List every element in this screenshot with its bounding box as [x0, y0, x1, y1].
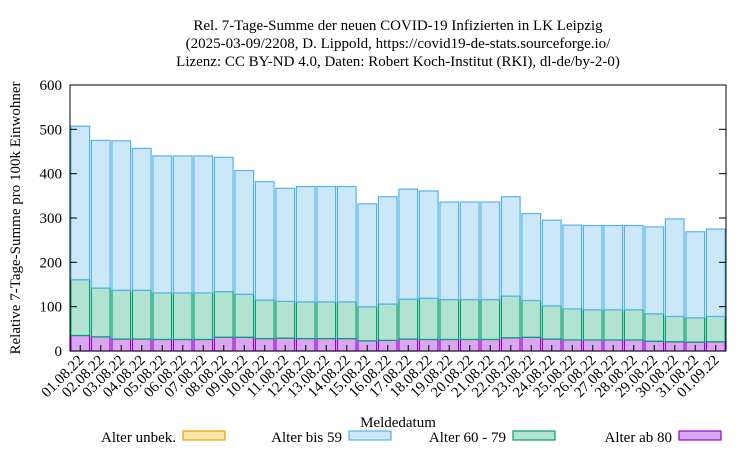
- bar-alter-bis-59-28: [644, 226, 665, 315]
- legend-label-alter-60-79: Alter 60 - 79: [429, 430, 506, 446]
- y-tick-label-300: 300: [40, 211, 63, 227]
- bar-alter-bis-59-5: [172, 155, 193, 294]
- bars: [70, 125, 726, 352]
- bar-alter-bis-59-30: [685, 231, 706, 319]
- legend: Alter unbek. Alter bis 59 Alter 60 - 79 Alt…: [101, 430, 722, 446]
- bar-alter-60-79-10: [275, 300, 296, 339]
- legend-label-alter-unbek-: Alter unbek.: [101, 430, 176, 446]
- title-line-1: Rel. 7-Tage-Summe der neuen COVID-19 Inf…: [193, 18, 603, 34]
- bar-alter-bis-59-10: [275, 187, 296, 302]
- legend-label-alter-ab-80: Alter ab 80: [605, 430, 672, 446]
- bar-alter-bis-59-11: [295, 185, 316, 303]
- legend-label-alter-bis-59: Alter bis 59: [271, 430, 342, 446]
- legend-swatch-alter-bis-59: [348, 430, 392, 441]
- bar-alter-60-79-27: [623, 309, 644, 341]
- bar-alter-60-79-15: [377, 303, 398, 341]
- bar-alter-bis-59-29: [664, 218, 685, 318]
- bar-alter-60-79-3: [131, 289, 152, 340]
- title-line-3: Lizenz: CC BY-ND 4.0, Daten: Robert Koch…: [176, 54, 620, 70]
- y-tick-label-500: 500: [40, 122, 63, 138]
- legend-swatch-alter-unbek-: [182, 430, 226, 441]
- bar-alter-bis-59-7: [213, 156, 234, 293]
- y-axis-label: Relative 7-Tage-Summe pro 100k Einwohner: [8, 81, 24, 354]
- bar-alter-60-79-30: [685, 317, 706, 343]
- legend-swatch-alter-ab-80: [678, 430, 722, 441]
- y-tick-label-600: 600: [40, 78, 63, 94]
- y-tick-label-200: 200: [40, 255, 63, 271]
- bar-alter-bis-59-6: [193, 155, 214, 294]
- bar-alter-bis-59-3: [131, 147, 152, 291]
- y-tick-label-0: 0: [55, 344, 63, 360]
- y-tick-label-400: 400: [40, 167, 63, 183]
- y-axis: 0 100 200 300 400 500 600: [40, 78, 726, 360]
- bar-alter-60-79-12: [316, 301, 337, 340]
- bar-alter-60-79-31: [705, 315, 726, 343]
- bar-alter-60-79-0: [70, 279, 91, 337]
- bar-alter-bis-59-15: [377, 196, 398, 305]
- bar-alter-60-79-2: [111, 289, 132, 340]
- bar-alter-bis-59-17: [418, 190, 439, 299]
- bar-alter-bis-59-26: [603, 224, 624, 311]
- bar-alter-60-79-8: [234, 293, 255, 338]
- bar-alter-bis-59-1: [90, 139, 111, 289]
- bar-alter-60-79-19: [459, 298, 480, 341]
- plot-frame: [69, 84, 727, 352]
- y-tick-label-100: 100: [40, 300, 63, 316]
- bar-alter-60-79-7: [213, 290, 234, 338]
- bar-alter-bis-59-9: [254, 181, 275, 301]
- bar-alter-60-79-5: [172, 292, 193, 341]
- bar-alter-bis-59-0: [70, 125, 91, 281]
- bar-alter-60-79-1: [90, 287, 111, 338]
- bar-alter-bis-59-25: [582, 224, 603, 311]
- bar-alter-bis-59-23: [541, 219, 562, 307]
- bar-alter-bis-59-19: [459, 201, 480, 301]
- bar-alter-bis-59-22: [521, 212, 542, 302]
- bar-alter-bis-59-20: [480, 201, 501, 301]
- bar-alter-bis-59-27: [623, 224, 644, 311]
- bar-alter-bis-59-18: [439, 201, 460, 301]
- bar-alter-bis-59-16: [398, 188, 419, 300]
- bar-alter-60-79-23: [541, 305, 562, 340]
- bar-alter-60-79-26: [603, 309, 624, 341]
- bar-alter-60-79-28: [644, 313, 665, 342]
- bar-alter-60-79-21: [500, 295, 521, 339]
- bar-alter-60-79-6: [193, 292, 214, 341]
- bar-alter-60-79-20: [480, 298, 501, 341]
- bar-alter-60-79-29: [664, 315, 685, 343]
- bar-alter-60-79-13: [336, 301, 357, 340]
- chart-title: Rel. 7-Tage-Summe der neuen COVID-19 Inf…: [176, 18, 620, 70]
- bar-alter-bis-59-31: [705, 228, 726, 318]
- bar-alter-bis-59-8: [234, 169, 255, 295]
- bar-alter-bis-59-2: [111, 140, 132, 291]
- bar-alter-60-79-17: [418, 297, 439, 341]
- title-line-2: (2025-03-09/2208, D. Lippold, https://co…: [186, 36, 611, 52]
- bar-alter-60-79-22: [521, 299, 542, 338]
- bar-alter-bis-59-4: [152, 155, 173, 294]
- x-axis-label: Meldedatum: [360, 415, 436, 431]
- bar-alter-bis-59-21: [500, 196, 521, 297]
- bar-alter-60-79-25: [582, 309, 603, 341]
- bar-alter-bis-59-24: [562, 224, 583, 310]
- bar-alter-bis-59-12: [316, 185, 337, 303]
- bar-alter-60-79-4: [152, 292, 173, 341]
- bar-alter-60-79-18: [439, 298, 460, 341]
- bar-alter-bis-59-13: [336, 185, 357, 303]
- bar-alter-60-79-9: [254, 299, 275, 340]
- bar-alter-60-79-16: [398, 298, 419, 340]
- bar-alter-60-79-24: [562, 308, 583, 341]
- x-axis: 01.08.2202.08.2203.08.2204.08.2205.08.22…: [39, 345, 723, 401]
- legend-swatch-alter-60-79: [512, 430, 556, 441]
- bar-alter-60-79-11: [295, 301, 316, 340]
- bar-alter-bis-59-14: [357, 203, 378, 308]
- bar-alter-60-79-14: [357, 306, 378, 342]
